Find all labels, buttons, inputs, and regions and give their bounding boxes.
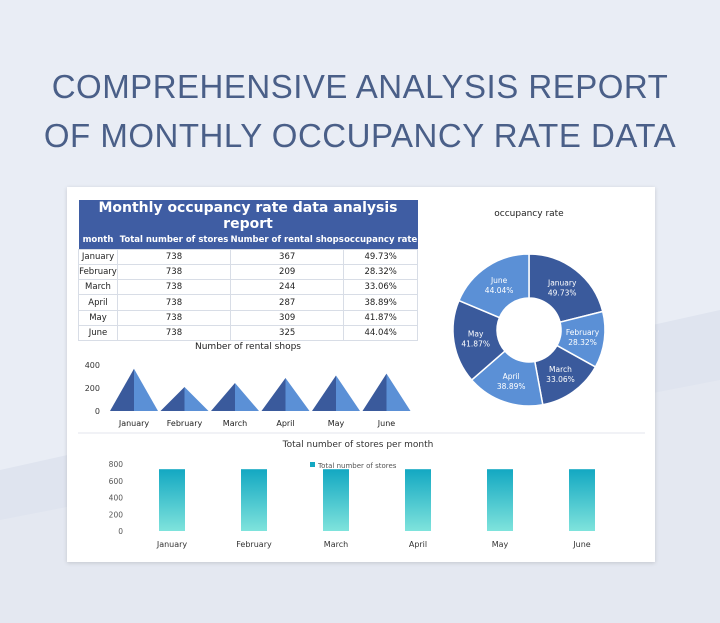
bar <box>241 469 267 531</box>
pyramid-bar-right <box>184 386 209 411</box>
bar <box>405 469 431 531</box>
col-header-rental: Number of rental shops <box>230 232 344 249</box>
y-tick-label: 0 <box>118 527 123 536</box>
table-row: June 738 325 44.04% <box>78 324 418 342</box>
donut-label-value: 44.04% <box>485 286 514 295</box>
x-tick-label: February <box>167 419 203 428</box>
donut-label-value: 49.73% <box>548 288 577 297</box>
pyramid-bar-left <box>110 368 134 411</box>
x-tick-label: May <box>492 540 509 549</box>
donut-label-value: 41.87% <box>461 340 490 349</box>
pyramid-bar-right <box>386 373 411 411</box>
donut-title: occupancy rate <box>494 209 564 219</box>
donut-slice <box>457 253 530 319</box>
x-tick-label: June <box>377 419 396 428</box>
y-tick-label: 400 <box>85 361 100 370</box>
bar <box>569 469 595 531</box>
col-header-total: Total number of stores <box>117 232 231 249</box>
legend-label: Total number of stores <box>317 462 397 470</box>
x-tick-label: February <box>236 540 272 549</box>
x-tick-label: April <box>276 419 294 428</box>
page-title-line2: OF MONTHLY OCCUPANCY RATE DATA <box>43 117 677 154</box>
y-tick-label: 200 <box>85 384 100 393</box>
data-table: Monthly occupancy rate data analysis rep… <box>78 200 418 342</box>
table-cell: 325 <box>229 324 345 342</box>
y-tick-label: 0 <box>95 407 100 416</box>
x-tick-label: March <box>324 540 348 549</box>
donut-slice <box>528 253 604 324</box>
table-cell: 44.04% <box>343 324 418 342</box>
pyramid-bar-left <box>211 382 235 411</box>
donut-label-category: April <box>503 372 520 381</box>
y-tick-label: 600 <box>109 477 124 486</box>
x-tick-label: March <box>223 419 247 428</box>
pyramid-bar-left <box>312 375 336 411</box>
pyramid-bar-right <box>134 368 158 411</box>
pyramid-bar-right <box>336 375 360 411</box>
pyramid-bar-right <box>285 377 310 411</box>
pyramid-chart-title: Number of rental shops <box>195 342 301 352</box>
col-header-rate: occupancy rate <box>343 232 418 249</box>
bar <box>159 469 185 531</box>
col-header-month: month <box>78 232 118 249</box>
pyramid-bar-right <box>235 382 259 411</box>
charts-layer: occupancy rateJanuary49.73%February28.32… <box>78 209 645 549</box>
y-tick-label: 800 <box>109 460 124 469</box>
donut-label-value: 38.89% <box>497 382 526 391</box>
pyramid-bar-left <box>160 386 185 411</box>
donut-label-category: February <box>566 328 600 337</box>
y-tick-label: 400 <box>109 494 124 503</box>
legend-swatch <box>310 462 315 467</box>
x-tick-label: January <box>156 540 188 549</box>
x-tick-label: April <box>409 540 427 549</box>
donut-label-category: June <box>490 276 508 285</box>
donut-label-category: March <box>549 365 572 374</box>
page-title-line1: COMPREHENSIVE ANALYSIS REPORT <box>51 68 669 105</box>
x-tick-label: May <box>328 419 345 428</box>
x-tick-label: June <box>572 540 591 549</box>
donut-label-category: May <box>468 330 484 339</box>
table-title: Monthly occupancy rate data analysis rep… <box>78 200 418 232</box>
pyramid-bar-left <box>261 377 286 411</box>
bar <box>323 469 349 531</box>
spreadsheet-preview: Monthly occupancy rate data analysis rep… <box>67 187 655 562</box>
donut-label-value: 28.32% <box>568 338 597 347</box>
pyramid-bar-left <box>362 373 387 411</box>
x-tick-label: January <box>118 419 150 428</box>
table-row: March 738 244 33.06% <box>78 279 418 296</box>
bar-chart-title: Total number of stores per month <box>282 440 434 450</box>
y-tick-label: 200 <box>109 510 124 519</box>
donut-label-value: 33.06% <box>546 375 575 384</box>
donut-label-category: January <box>547 278 577 287</box>
bar <box>487 469 513 531</box>
